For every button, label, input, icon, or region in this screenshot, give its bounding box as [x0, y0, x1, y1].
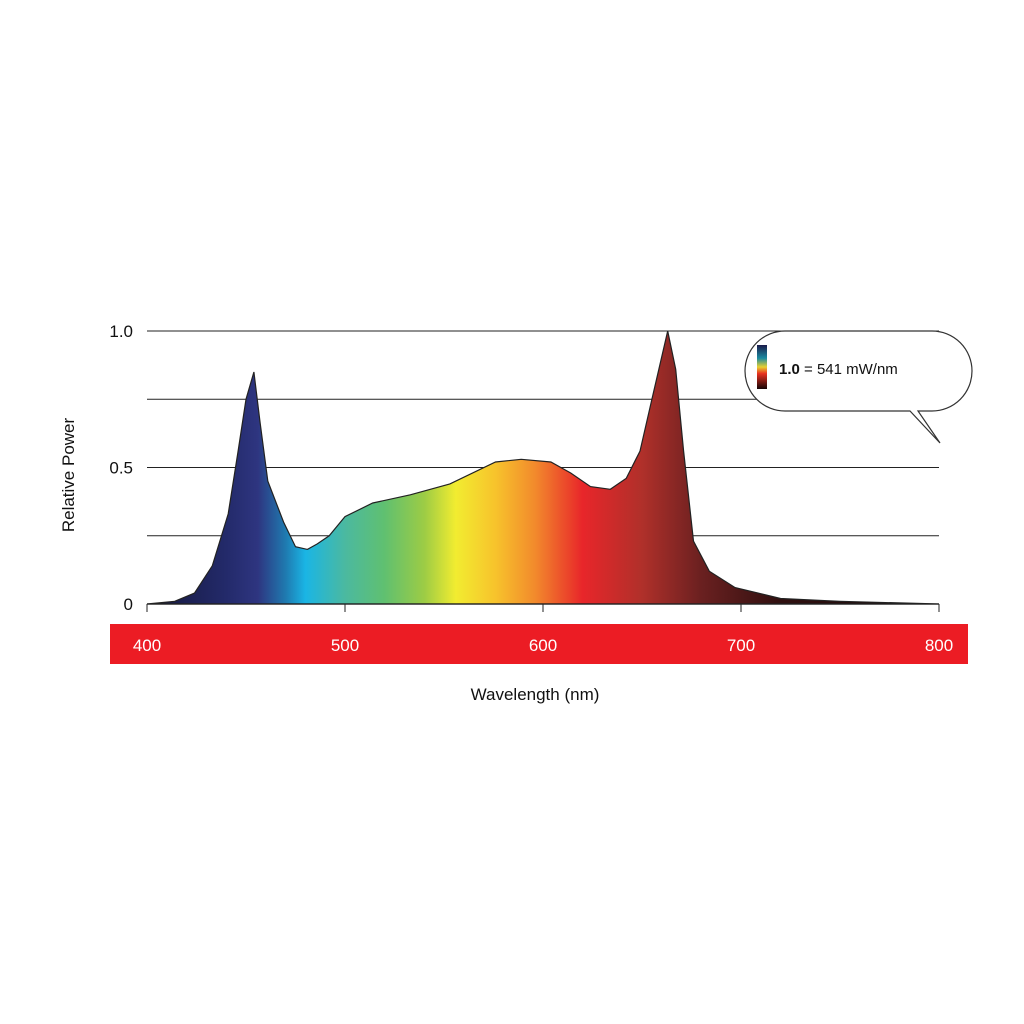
- x-tick-label: 500: [331, 636, 359, 655]
- x-tick-label: 600: [529, 636, 557, 655]
- y-axis-label: Relative Power: [59, 417, 78, 532]
- y-tick-label: 0.5: [109, 459, 133, 478]
- x-tick-label: 700: [727, 636, 755, 655]
- spectrum-area: [146, 330, 940, 605]
- wavelength-band: [110, 624, 968, 664]
- legend-text: 1.0 = 541 mW/nm: [779, 361, 898, 378]
- y-tick-label: 1.0: [109, 322, 133, 341]
- x-axis-label: Wavelength (nm): [471, 685, 600, 704]
- x-tick-label: 400: [133, 636, 161, 655]
- legend-bubble: 1.0 = 541 mW/nm: [744, 330, 973, 444]
- x-tick-label: 800: [925, 636, 953, 655]
- legend-color-bar: [757, 345, 767, 389]
- y-tick-label: 0: [124, 595, 133, 614]
- x-ticks: [146, 604, 940, 612]
